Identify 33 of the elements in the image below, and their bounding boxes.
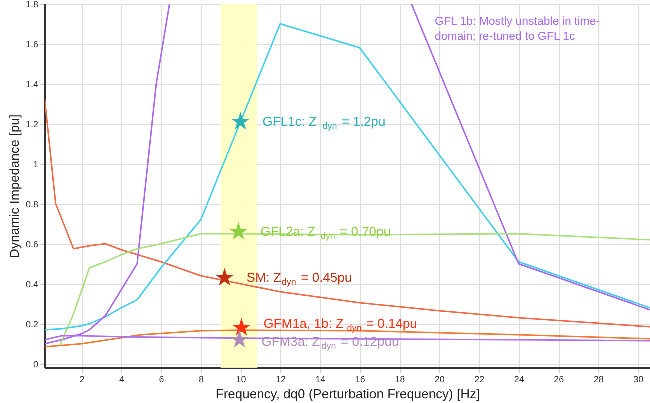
y-tick-label: 0.2 [26,320,38,330]
y-tick-label: 0.8 [26,200,38,210]
x-tick-label: 26 [554,374,564,384]
point [216,268,234,286]
point [232,318,251,336]
x-tick-label: 8 [198,374,204,384]
x-tick-label: 22 [474,374,485,384]
point [230,330,249,348]
x-tick-label: 28 [594,374,604,384]
x-tick-label: 6 [159,374,164,384]
x-tick-label: 18 [395,374,406,384]
x-tick-label: 2 [80,374,85,384]
x-tick-label: 30 [634,374,644,384]
x-tick-label: 4 [119,374,124,384]
y-tick-label: 0 [33,360,38,370]
x-tick-label: 20 [434,374,445,384]
point [229,222,248,240]
x-tick-label: 24 [514,374,524,384]
y-tick-label: 0.4 [26,280,38,290]
x-tick-label: 12 [276,374,286,384]
annotation: GFL 1b: Mostly unstable in time-domain; re-tuned to GFL 1c [435,16,600,43]
x-tick-label: 10 [236,374,246,384]
y-tick-label: 0.6 [26,240,38,250]
x-tick-label: 16 [355,374,366,384]
y-tick-label: 1 [33,160,38,170]
y-tick-label: 1.2 [26,120,38,130]
y-tick-label: 1.8 [26,0,38,10]
y-tick-label: 1.4 [26,80,38,90]
x-axis-title: Frequency, dq0 (Perturbation Frequency) [Hz] [216,386,480,402]
x-tick-label: 14 [316,374,326,384]
y-axis-title: Dynamic Impedance [pu] [6,114,22,258]
y-tick-label: 1.6 [26,40,38,50]
point [231,112,250,130]
